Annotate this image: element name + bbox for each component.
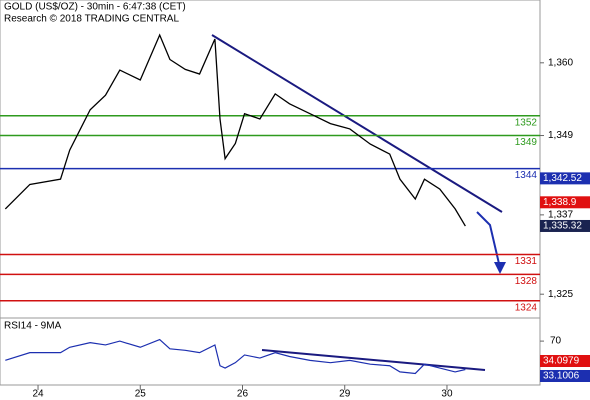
price-box-label: 1,342.52 xyxy=(543,173,582,184)
rsi-box-label: 34.0979 xyxy=(543,356,580,367)
y-tick-label: 1,325 xyxy=(548,289,573,300)
level-label: 1349 xyxy=(515,137,538,148)
level-label: 1344 xyxy=(515,170,538,181)
x-tick-label: 25 xyxy=(135,389,147,400)
price-box xyxy=(540,219,590,232)
chart-subtitle: Research © 2018 TRADING CENTRAL xyxy=(4,14,179,25)
forecast-arrow xyxy=(476,211,501,269)
x-tick-label: 26 xyxy=(237,389,249,400)
x-tick-label: 24 xyxy=(32,389,44,400)
level-label: 1352 xyxy=(515,117,538,128)
price-box xyxy=(540,172,590,185)
chart-title: GOLD (US$/OZ) - 30min - 6:47:38 (CET) xyxy=(4,2,186,13)
rsi-box xyxy=(540,370,590,382)
y-tick-label: 1,337 xyxy=(548,210,573,221)
x-tick-label: 29 xyxy=(339,389,351,400)
level-label: 1324 xyxy=(515,302,538,313)
arrow-head xyxy=(494,262,506,274)
rsi-line xyxy=(5,338,466,375)
y-tick-label: 1,360 xyxy=(548,57,573,68)
y-tick-label: 1,349 xyxy=(548,130,573,141)
price-box-label: 1,338.9 xyxy=(543,197,577,208)
price-box-label: 1,335.32 xyxy=(543,221,582,232)
level-label: 1328 xyxy=(515,276,538,287)
rsi-trendline xyxy=(261,349,486,371)
rsi-title: RSI14 - 9MA xyxy=(4,321,62,332)
x-tick-label: 30 xyxy=(441,389,453,400)
level-label: 1331 xyxy=(515,256,538,267)
price-panel xyxy=(0,0,541,319)
rsi-box-label: 33.1006 xyxy=(543,371,580,382)
resistance-trendline xyxy=(211,34,503,213)
rsi-box xyxy=(540,355,590,367)
price-box xyxy=(540,196,590,209)
price-line xyxy=(4,33,466,227)
rsi-tick-label: 70 xyxy=(550,336,562,347)
